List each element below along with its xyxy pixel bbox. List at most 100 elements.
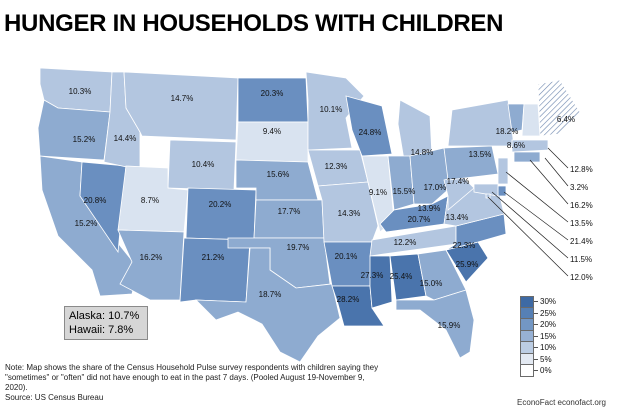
state-de [497, 185, 507, 197]
legend-label: 20% [540, 320, 557, 330]
legend-swatch [520, 296, 534, 308]
leader-line-ri [544, 157, 569, 187]
legend-tick [534, 312, 538, 314]
state-label-ok: 19.7% [287, 243, 310, 252]
hawaii-value: Hawaii: 7.8% [69, 324, 134, 336]
callout-label-de: 21.4% [570, 237, 593, 246]
footer-credit: EconoFact econofact.org [517, 398, 606, 407]
state-oh [409, 147, 451, 205]
state-label-mt: 14.7% [171, 94, 194, 103]
leader-line-dc [487, 196, 569, 277]
state-label-ca: 15.2% [75, 219, 98, 228]
state-label-wa: 10.3% [69, 87, 92, 96]
state-wi [345, 95, 393, 157]
state-label-ky: 20.7% [408, 215, 431, 224]
state-mn [305, 71, 365, 151]
state-label-pa: 17.4% [447, 177, 470, 186]
state-ri [539, 151, 549, 161]
state-nh [521, 103, 541, 137]
legend-tick [534, 335, 538, 337]
state-label-az: 16.2% [140, 253, 163, 262]
state-label-mn: 10.1% [320, 105, 343, 114]
state-ny [447, 99, 515, 147]
state-label-al: 25.4% [390, 272, 413, 281]
state-label-ut: 8.7% [141, 196, 159, 205]
state-label-la: 28.2% [337, 295, 360, 304]
callout-label-ma: 12.8% [570, 165, 593, 174]
legend-label: 0% [540, 366, 552, 376]
state-label-in: 15.5% [393, 187, 416, 196]
legend-tick [534, 324, 538, 326]
state-label-fl: 15.9% [438, 321, 461, 330]
legend-row: 30% [520, 296, 556, 308]
color-legend: 30% 25% 20% 15% 10% 5% 0% [520, 296, 556, 377]
legend-row: 0% [520, 365, 556, 377]
legend-swatch [520, 353, 534, 365]
leader-line-ma [547, 147, 569, 169]
state-label-il: 9.1% [369, 188, 387, 197]
state-label-or: 15.2% [73, 135, 96, 144]
legend-swatch [520, 330, 534, 342]
state-co [185, 187, 257, 241]
leader-line-nj [505, 171, 569, 223]
state-nj [497, 157, 509, 185]
state-label-ar: 20.1% [335, 252, 358, 261]
state-label-sc: 25.9% [456, 260, 479, 269]
state-fl [395, 289, 475, 359]
legend-label: 15% [540, 331, 557, 341]
legend-row: 5% [520, 353, 556, 365]
state-label-nh: 8.6% [507, 141, 525, 150]
legend-tick [534, 301, 538, 303]
state-tx [194, 247, 341, 363]
state-label-oh: 17.0% [424, 183, 447, 192]
legend-tick [534, 347, 538, 349]
state-ks [253, 199, 325, 239]
state-nv [79, 161, 127, 254]
state-nd [237, 77, 309, 123]
legend-label: 30% [540, 297, 557, 307]
state-label-nc: 22.3% [453, 241, 476, 250]
map-title: HUNGER IN HOUSEHOLDS WITH CHILDREN [4, 10, 504, 37]
state-label-nd: 20.3% [261, 89, 284, 98]
callout-label-nj: 13.5% [570, 219, 593, 228]
legend-row: 15% [520, 330, 557, 342]
state-ms [369, 255, 393, 309]
state-label-tx: 18.7% [259, 290, 282, 299]
legend-label: 25% [540, 308, 557, 318]
state-label-vt: 18.2% [496, 127, 519, 136]
state-label-wv: 13.9% [418, 204, 441, 213]
note-text: Note: Map shows the share of the Census … [5, 363, 385, 403]
source: Source: US Census Bureau [5, 393, 104, 402]
legend-row: 10% [520, 342, 556, 354]
state-mt [123, 71, 239, 141]
state-ma [511, 139, 549, 153]
callout-label-ct: 16.2% [570, 201, 593, 210]
state-dc [485, 193, 491, 199]
state-label-tn: 12.2% [394, 238, 417, 247]
legend-swatch [520, 365, 534, 377]
leader-line-ct [529, 159, 569, 205]
state-label-sd: 9.4% [263, 127, 281, 136]
state-label-va: 13.4% [446, 213, 469, 222]
leader-line-de [503, 191, 569, 241]
legend-label: 10% [540, 343, 557, 353]
state-az [117, 229, 185, 301]
callout-label-dc: 12.0% [570, 273, 593, 282]
state-ct [513, 151, 541, 163]
state-label-mo: 14.3% [338, 209, 361, 218]
legend-tick [534, 370, 538, 372]
legend-swatch [520, 319, 534, 331]
state-label-ga: 15.0% [420, 279, 443, 288]
callout-label-ri: 3.2% [570, 183, 588, 192]
legend-row: 25% [520, 307, 557, 319]
legend-swatch [520, 307, 534, 319]
state-me [537, 79, 581, 137]
legend-swatch [520, 342, 534, 354]
state-label-wy: 10.4% [192, 160, 215, 169]
state-label-ks: 17.7% [278, 207, 301, 216]
state-label-ny: 13.5% [469, 150, 492, 159]
state-label-ia: 12.3% [325, 162, 348, 171]
legend-tick [534, 358, 538, 360]
alaska-value: Alaska: 10.7% [69, 310, 140, 322]
